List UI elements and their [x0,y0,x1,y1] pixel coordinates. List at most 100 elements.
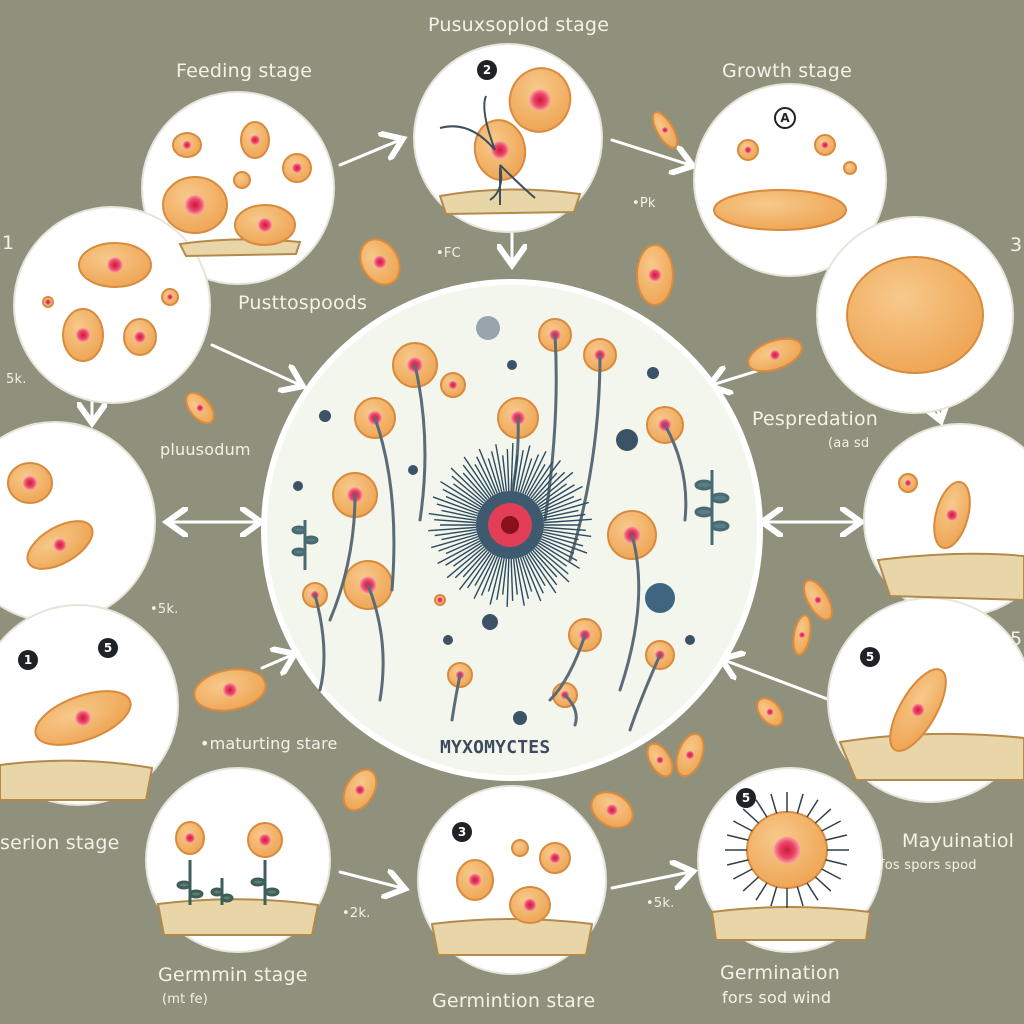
svg-text:5: 5 [104,641,112,655]
note-2k: •2k. [342,906,371,921]
cell [342,768,378,812]
cell [509,886,551,924]
cell [814,134,836,156]
central-spore [428,443,592,607]
cell [172,132,202,158]
badge-fruit-left-a: 1 [18,650,38,670]
badge-growth: A [774,107,796,129]
edge-number-5: 5 [1010,628,1023,650]
badge-bottom-right: 5 [736,788,756,808]
cell [62,308,104,362]
cell [590,791,634,829]
cell [792,614,812,656]
label-pespredation-sub: (aa sd [828,436,870,451]
cell [26,520,94,570]
arrow-to-center-right [712,370,762,385]
note-5k-right: •5k. [646,896,675,911]
badge-pseudopod: 2 [477,60,497,80]
cell [343,560,393,610]
label-top-center: Pusuxsoplod stage [428,14,610,36]
fern-plants [291,470,730,570]
edge-number-1: 1 [2,232,15,254]
label-center-title: MYXOMYCTES [440,737,551,758]
pseudopod-filaments [439,95,536,205]
arrow-maturing-in [260,655,292,668]
cell [247,822,283,858]
cell [240,121,270,159]
cell [162,176,228,234]
label-maturation: Mayuinatiol [902,830,1015,852]
cell [175,821,205,855]
cell [434,594,446,606]
svg-text:5: 5 [866,650,874,664]
cell [803,579,833,621]
cell [737,139,759,161]
label-pustospods: Pusttospoods [238,292,368,314]
label-feeding-stage: Feeding stage [176,60,313,82]
cell [456,859,494,901]
cell [843,161,857,175]
cell [636,244,674,306]
cell [889,668,947,752]
cell [42,296,54,308]
svg-text:A: A [780,111,790,125]
label-germin-sub: (mt fe) [162,992,209,1007]
note-pk: •Pk [632,196,656,211]
cell [746,811,828,889]
badge-right-lower: 5 [860,647,880,667]
cell [185,391,215,425]
arrow-right-lower-in [724,660,832,702]
cell [359,238,401,286]
panel-growth [693,83,887,277]
note-fc: •FC [436,246,461,261]
cell [7,462,53,504]
label-germintion-stare: Germintion stare [432,990,596,1012]
hairy-cell-filaments [725,792,849,908]
label-plasmodium: pluusodum [160,440,251,459]
cell [473,119,527,181]
arrow-feeding-to-pseudopod [338,140,400,167]
note-5k-left: 5k. [6,372,27,387]
cell [234,204,296,246]
cell [756,697,784,727]
cell [233,171,251,189]
edge-number-3: 3 [1010,234,1023,256]
arrow-bottom-left [338,872,402,888]
cell [747,337,803,373]
cell [508,67,572,133]
label-germin-stage: Germmin stage [158,964,308,986]
cell [161,288,179,306]
label-germination: Germination [720,962,840,984]
label-maturation-sub: fos spors spod [880,858,977,873]
svg-text:2: 2 [483,63,491,77]
cell [282,153,312,183]
svg-text:5: 5 [742,791,750,805]
label-serion-stage: serion stage [0,832,120,854]
label-pespredation: Pespredation [752,408,879,430]
seedlings [176,860,280,905]
label-germination-sub: fors sod wind [722,988,832,1007]
badges: 2 A 1 5 5 3 5 [18,60,880,842]
arrow-bottom-right [610,872,690,888]
label-maturing-stage: •maturting stare [200,734,338,753]
badge-bottom-center: 3 [452,822,472,842]
svg-text:3: 3 [458,825,466,839]
cell [646,742,674,778]
label-growth-stage: Growth stage [722,60,852,82]
cell [123,318,157,356]
badge-fruit-left-b: 5 [98,638,118,658]
soil [0,188,1024,956]
cell [34,690,132,746]
cell [511,839,529,857]
connector-arrows [92,140,940,888]
arrow-pseudopod-to-growth [610,138,690,165]
cell [78,242,152,288]
cell [193,668,267,712]
cell [651,111,679,149]
panel-feeding-left [13,206,211,404]
svg-text:1: 1 [24,653,32,667]
cell [440,372,466,398]
arrow-plasmodium-in [210,343,300,385]
cell [675,732,705,778]
